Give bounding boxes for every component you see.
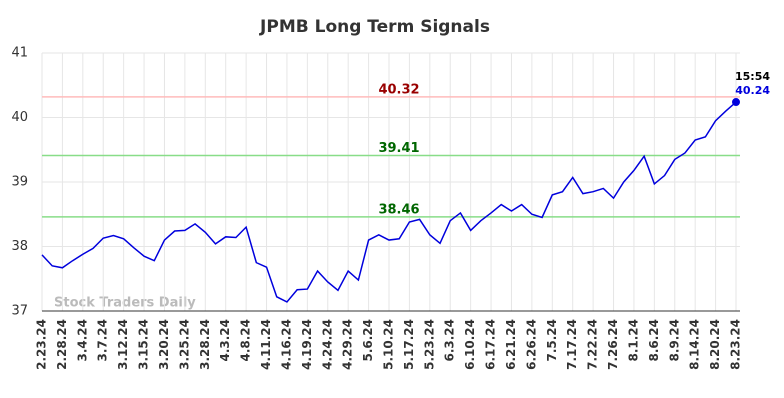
x-tick-label: 8.20.24 bbox=[708, 319, 722, 370]
x-tick-label: 6.21.24 bbox=[504, 319, 518, 370]
x-tick-label: 8.14.24 bbox=[688, 319, 702, 370]
watermark: Stock Traders Daily bbox=[54, 296, 196, 311]
x-tick-label: 5.6.24 bbox=[361, 319, 375, 362]
x-tick-label: 4.24.24 bbox=[320, 319, 334, 370]
x-tick-label: 2.28.24 bbox=[55, 319, 69, 370]
x-tick-label: 6.10.24 bbox=[463, 319, 477, 370]
y-tick-label: 41 bbox=[11, 46, 28, 61]
x-tick-label: 7.22.24 bbox=[586, 319, 600, 370]
chart-title: JPMB Long Term Signals bbox=[259, 17, 490, 37]
y-tick-label: 39 bbox=[11, 175, 28, 190]
signal-label: 38.46 bbox=[378, 202, 419, 217]
x-tick-label: 3.15.24 bbox=[137, 319, 151, 370]
x-tick-label: 7.26.24 bbox=[606, 319, 620, 370]
x-tick-label: 7.5.24 bbox=[545, 319, 559, 362]
x-tick-label: 7.17.24 bbox=[565, 319, 579, 370]
x-tick-label: 3.20.24 bbox=[157, 319, 171, 370]
x-tick-label: 3.12.24 bbox=[116, 319, 130, 370]
signal-label: 39.41 bbox=[378, 141, 419, 156]
x-tick-label: 6.3.24 bbox=[443, 319, 457, 362]
last-point bbox=[732, 98, 740, 107]
x-tick-label: 3.7.24 bbox=[96, 319, 110, 362]
price-line bbox=[41, 101, 737, 303]
x-tick-label: 4.11.24 bbox=[259, 319, 273, 370]
x-tick-label: 8.1.24 bbox=[626, 319, 640, 362]
y-tick-label: 40 bbox=[11, 110, 28, 125]
last-value: 40.24 bbox=[735, 84, 770, 97]
x-tick-label: 8.6.24 bbox=[647, 319, 661, 362]
x-tick-label: 5.17.24 bbox=[402, 319, 416, 370]
x-tick-label: 8.23.24 bbox=[729, 319, 743, 370]
last-time: 15:54 bbox=[735, 70, 770, 83]
x-tick-label: 3.25.24 bbox=[177, 319, 191, 370]
x-tick-label: 5.10.24 bbox=[382, 319, 396, 370]
x-tick-label: 4.19.24 bbox=[300, 319, 314, 370]
x-tick-label: 4.29.24 bbox=[341, 319, 355, 370]
x-tick-label: 5.23.24 bbox=[422, 319, 436, 370]
y-tick-label: 38 bbox=[11, 239, 28, 254]
x-tick-label: 6.17.24 bbox=[484, 319, 498, 370]
x-tick-label: 6.26.24 bbox=[524, 319, 538, 370]
x-tick-label: 4.3.24 bbox=[218, 319, 232, 362]
x-tick-label: 8.9.24 bbox=[667, 319, 681, 362]
x-tick-label: 4.16.24 bbox=[279, 319, 293, 370]
x-tick-label: 3.28.24 bbox=[198, 319, 212, 370]
y-tick-label: 37 bbox=[11, 304, 28, 319]
x-tick-label: 4.8.24 bbox=[239, 319, 253, 362]
x-tick-label: 2.23.24 bbox=[35, 319, 49, 370]
signal-label: 40.32 bbox=[378, 82, 419, 97]
x-tick-label: 3.4.24 bbox=[75, 319, 89, 362]
